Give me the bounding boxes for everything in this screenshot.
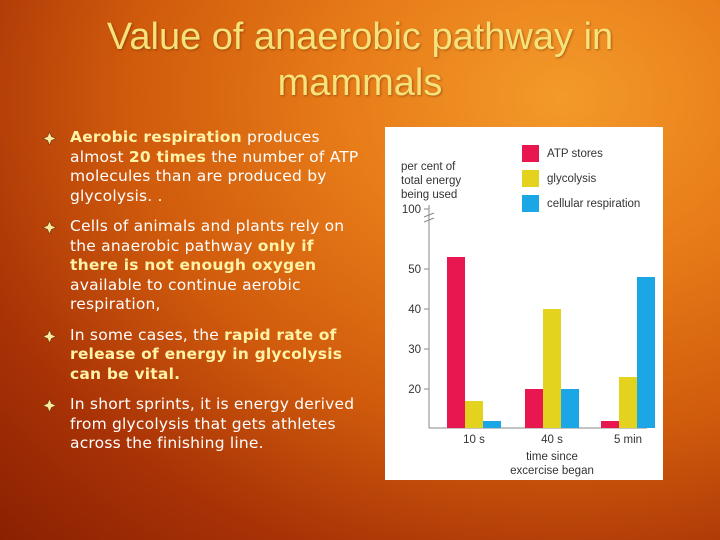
bullet-text: In some cases, the rapid rate of release…: [70, 326, 360, 385]
bullet-item: In some cases, the rapid rate of release…: [40, 326, 360, 385]
bullet-text: Aerobic respiration produces almost 20 t…: [70, 128, 360, 206]
bullet-text: In short sprints, it is energy derived f…: [70, 395, 360, 454]
chart-panel: per cent of total energy being used 20 30…: [385, 127, 663, 480]
bar: [619, 377, 637, 428]
y-tick-label: 50: [408, 264, 421, 276]
bar-chart: per cent of total energy being used 20 30…: [401, 145, 655, 477]
bullet-span: In short sprints, it is energy derived f…: [70, 395, 355, 452]
bullet-span: Cells of animals and plants rely on the …: [70, 217, 345, 255]
y-tick-label: 20: [408, 384, 421, 396]
bullet-item: In short sprints, it is energy derived f…: [40, 395, 360, 454]
x-axis-label-line: excercise began: [510, 465, 594, 477]
bullet-highlight: Aerobic respiration: [70, 128, 242, 146]
axis-break-mark: [423, 212, 435, 218]
bar: [561, 389, 579, 428]
y-tick-label: 100: [402, 204, 421, 216]
slide-title: Value of anaerobic pathway in mammals: [106, 16, 614, 104]
bar: [637, 277, 655, 428]
diamond-bullet-icon: [43, 399, 56, 412]
bullet-span: produces almost: [70, 128, 320, 166]
x-tick-label: 5 min: [614, 434, 642, 446]
y-tick-label: 40: [408, 304, 421, 316]
x-tick-label: 10 s: [463, 434, 485, 446]
diamond-bullet-icon: [43, 329, 56, 343]
bar: [525, 389, 543, 428]
y-axis-label-line: being used: [401, 189, 457, 201]
bullet-item: Cells of animals and plants rely on the …: [40, 217, 360, 315]
bullet-item: Aerobic respiration produces almost 20 t…: [40, 128, 360, 206]
y-axis-label-line: total energy: [401, 175, 461, 187]
legend-swatch: [522, 145, 539, 162]
axis-break-mark: [423, 217, 435, 223]
bar: [601, 421, 619, 428]
bar: [543, 309, 561, 428]
bullet-highlight: only if there is not enough oxygen: [70, 236, 317, 275]
legend-label: glycolysis: [547, 173, 596, 185]
bullet-highlight: rapid rate of release of energy in glyco…: [70, 325, 343, 383]
bar: [447, 257, 465, 428]
x-tick-label: 40 s: [541, 434, 563, 446]
bullet-text: Cells of animals and plants rely on the …: [70, 217, 360, 315]
y-axis-label-line: per cent of: [401, 161, 456, 173]
bar: [465, 401, 483, 428]
bullet-highlight: 20 times: [128, 147, 207, 166]
diamond-bullet-icon: [43, 132, 56, 145]
legend-swatch: [522, 195, 539, 212]
bullet-span: the number of ATP molecules than are pro…: [70, 147, 359, 205]
x-axis-label-line: time since: [526, 451, 578, 463]
y-tick-label: 30: [408, 344, 421, 356]
bar: [483, 421, 501, 428]
bullet-span: available to continue aerobic respiratio…: [70, 275, 301, 314]
legend-label: cellular respiration: [547, 198, 640, 210]
legend-swatch: [522, 170, 539, 187]
bullet-list: Aerobic respiration produces almost 20 t…: [40, 128, 360, 465]
legend-label: ATP stores: [547, 148, 603, 160]
diamond-bullet-icon: [43, 221, 56, 234]
bullet-span: In some cases, the: [70, 325, 225, 344]
